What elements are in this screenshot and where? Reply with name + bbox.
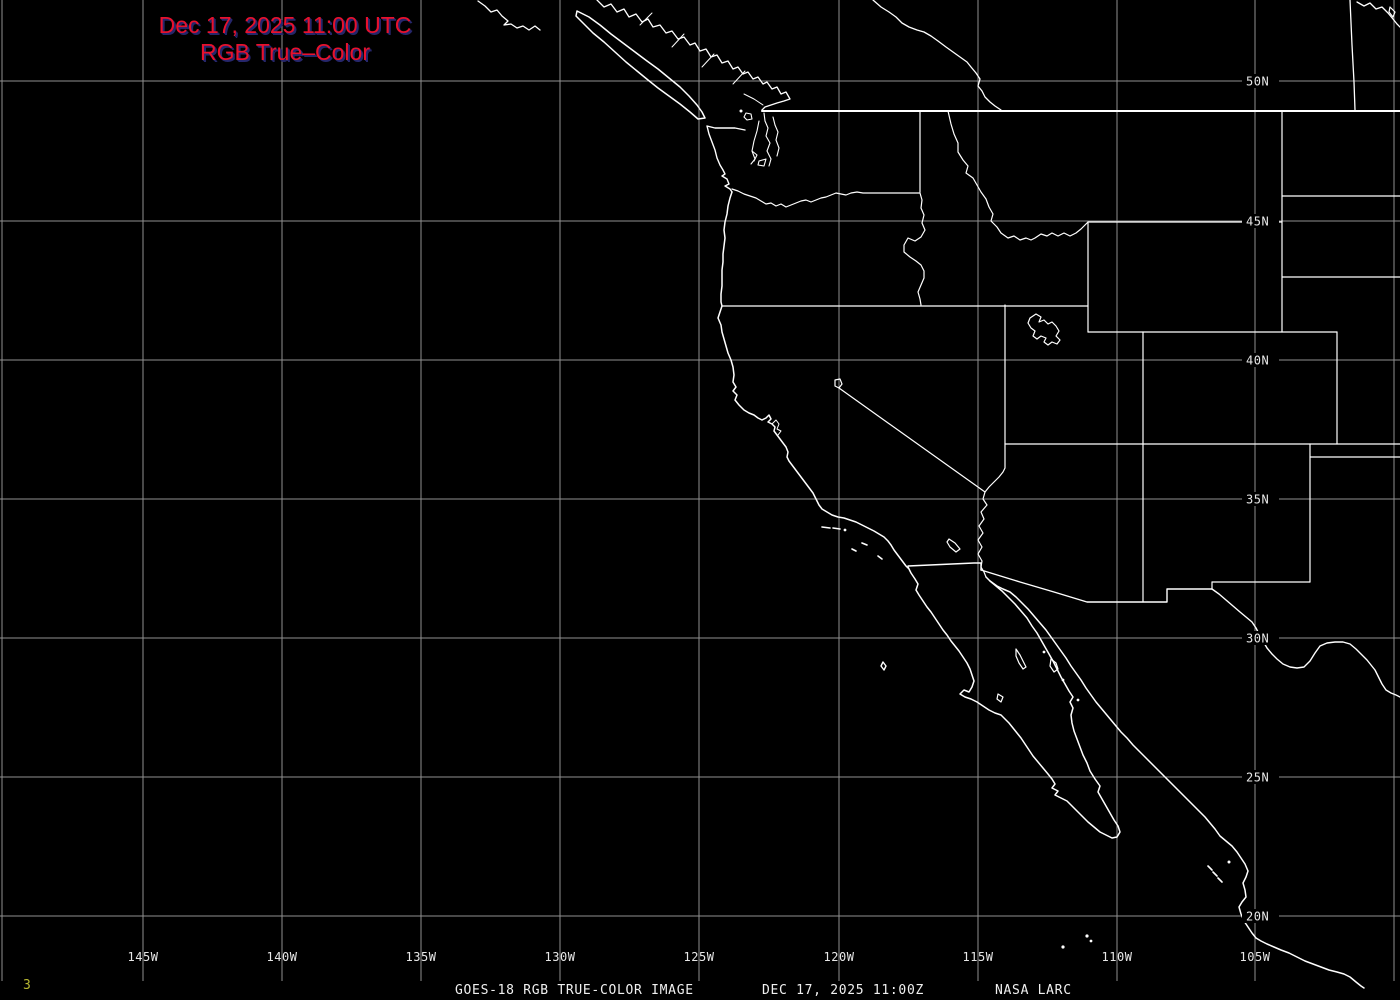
topright-lake-blob	[1388, 6, 1396, 18]
lon-label-145W: 145W	[128, 950, 159, 964]
gulf-islet-dot-2	[1061, 678, 1065, 682]
rio-grande	[1211, 588, 1400, 698]
channel-island-anacapa	[832, 527, 841, 530]
colorado-river-nv-az	[984, 443, 1006, 493]
bc-fjord-2	[671, 33, 685, 48]
channel-island-sannicolas	[851, 548, 857, 552]
islas-marias-3	[1217, 877, 1223, 883]
lon-label-105W: 105W	[1240, 950, 1271, 964]
sf-bay	[771, 419, 782, 436]
snake-river-border	[903, 192, 926, 306]
bc-fjord-3	[701, 53, 715, 68]
lon-label-135W: 135W	[406, 950, 437, 964]
lon-label-120W: 120W	[824, 950, 855, 964]
coastlines-and-borders	[477, 0, 1400, 989]
prairie-provincial-border	[1349, 0, 1356, 111]
frame-number-indicator: 3	[23, 978, 31, 993]
hood-canal-hook	[751, 150, 758, 162]
lat-label-bg	[1242, 770, 1279, 784]
angel-de-la-guarda-island	[1015, 648, 1027, 670]
columbia-river-border	[731, 188, 921, 208]
bc-fjord-1	[639, 12, 653, 26]
salton-sea	[946, 538, 961, 553]
id-mt-border	[947, 110, 1089, 241]
puget-islet-blob	[757, 158, 767, 167]
marias-islet-dot	[1227, 860, 1231, 864]
gulf-islands	[743, 93, 764, 106]
vancouver-island	[575, 10, 706, 120]
san-juan-islet-dot	[739, 109, 743, 113]
us-mexico-border-ca	[907, 562, 982, 571]
bc-mainland-coast	[596, 0, 791, 111]
longitude-labels: 145W 140W 135W 130W 125W 120W 115W 110W 105W	[128, 950, 1271, 964]
san-juan-island	[743, 112, 753, 121]
lat-label-bg	[1242, 214, 1279, 228]
lon-label-130W: 130W	[545, 950, 576, 964]
caption-credit: NASA LARC	[995, 983, 1072, 998]
sonora-sinaloa-coast	[989, 580, 1365, 989]
channel-islet-dot	[843, 528, 847, 532]
image-title: Dec 17, 2025 11:00 UTC RGB True–Color	[125, 12, 445, 66]
cedros-island	[996, 693, 1004, 703]
lat-label-bg	[1242, 909, 1279, 923]
lon-label-140W: 140W	[267, 950, 298, 964]
lat-label-35N: 35N	[1246, 493, 1269, 507]
lake-tahoe	[834, 378, 843, 389]
washington-coast	[706, 125, 746, 193]
west-coast	[717, 191, 909, 569]
pacific-islet-dot-1	[1061, 945, 1065, 949]
colorado-river-ca-az	[977, 491, 988, 578]
lon-label-115W: 115W	[963, 950, 994, 964]
channel-island-santacruz	[821, 526, 831, 529]
islas-marias-2	[1212, 871, 1218, 877]
gulf-islet-dot-1	[1042, 650, 1046, 654]
islas-marias-1	[1207, 865, 1213, 871]
az-sonora-border	[980, 569, 1213, 603]
pacific-islet-dot-2	[1085, 934, 1089, 938]
gulf-islet-dot-3	[1076, 698, 1080, 702]
haida-gwaii-islands	[477, 0, 541, 31]
lon-label-125W: 125W	[684, 950, 715, 964]
caption-datetime: DEC 17, 2025 11:00Z	[762, 983, 925, 998]
hood-canal	[750, 120, 760, 165]
baja-california-coast	[907, 566, 1121, 839]
title-product: RGB True–Color	[199, 39, 370, 65]
lat-label-50N: 50N	[1246, 75, 1269, 89]
lat-label-bg	[1242, 492, 1279, 506]
channel-island-sanclemente	[877, 555, 883, 560]
lat-label-bg	[1242, 74, 1279, 88]
lat-label-30N: 30N	[1246, 632, 1269, 646]
caption-bar: GOES-18 RGB TRUE-COLOR IMAGE DEC 17, 202…	[0, 983, 1400, 999]
lat-label-20N: 20N	[1246, 910, 1269, 924]
lat-label-45N: 45N	[1246, 215, 1269, 229]
lat-label-40N: 40N	[1246, 354, 1269, 368]
channel-island-catalina	[861, 542, 868, 546]
puget-sound-main	[763, 112, 772, 167]
tiburon-island	[1049, 658, 1059, 673]
ca-nv-diagonal-border	[838, 387, 986, 493]
bc-fjord-4	[732, 70, 746, 85]
bc-alberta-border	[872, 0, 1002, 111]
puget-sound-east	[772, 116, 780, 157]
lat-label-bg	[1242, 353, 1279, 367]
title-timestamp: Dec 17, 2025 11:00 UTC	[158, 12, 412, 38]
lat-label-bg	[1242, 631, 1279, 645]
latitude-labels: 50N 45N 40N 35N 30N 25N 20N	[1242, 74, 1279, 924]
pacific-islet-dot-3	[1089, 939, 1093, 943]
guadalupe-island	[880, 661, 887, 671]
lon-label-110W: 110W	[1102, 950, 1133, 964]
lat-label-25N: 25N	[1246, 771, 1269, 785]
topright-lake-shore	[1356, 1, 1400, 28]
great-salt-lake	[1027, 313, 1061, 346]
caption-product: GOES-18 RGB TRUE-COLOR IMAGE	[455, 983, 694, 998]
